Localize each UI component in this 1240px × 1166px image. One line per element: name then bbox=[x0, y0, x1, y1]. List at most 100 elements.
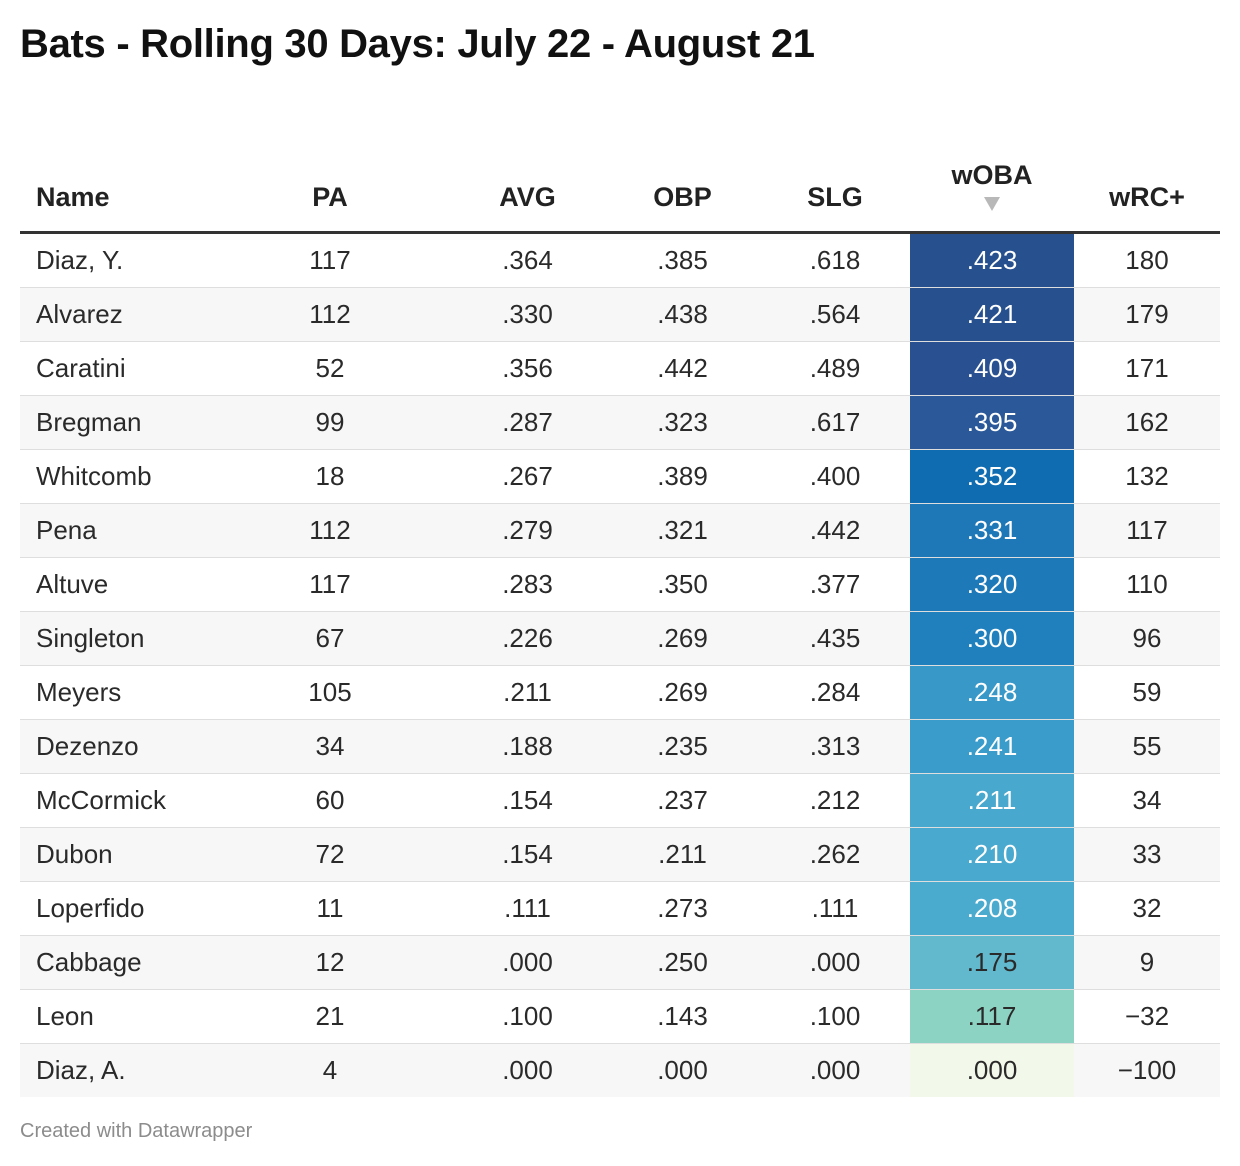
cell-pa: 34 bbox=[210, 719, 450, 774]
column-header-pa[interactable]: PA bbox=[210, 117, 450, 234]
cell-pa: 117 bbox=[210, 557, 450, 612]
table-body: Diaz, Y. 117.364.385.618.423 180 Alvarez 112… bbox=[20, 232, 1220, 1097]
cell-pa: 112 bbox=[210, 287, 450, 342]
cell-obp: .235 bbox=[605, 719, 760, 774]
cell-woba: .175 bbox=[910, 935, 1074, 990]
cell-name: McCormick bbox=[20, 773, 210, 828]
cell-avg: .000 bbox=[450, 1043, 605, 1097]
cell-wrc: 162 bbox=[1074, 395, 1220, 450]
cell-wrc: −100 bbox=[1074, 1043, 1220, 1097]
cell-woba: .211 bbox=[910, 773, 1074, 828]
cell-obp: .211 bbox=[605, 827, 760, 882]
table-row: Dezenzo 34.188.235.313.241 55 bbox=[20, 719, 1220, 774]
column-header-wrc[interactable]: wRC+ bbox=[1074, 117, 1220, 234]
cell-pa: 18 bbox=[210, 449, 450, 504]
table-row: Diaz, Y. 117.364.385.618.423 180 bbox=[20, 232, 1220, 288]
cell-obp: .438 bbox=[605, 287, 760, 342]
cell-name: Loperfido bbox=[20, 881, 210, 936]
cell-woba: .210 bbox=[910, 827, 1074, 882]
column-header-label: wOBA bbox=[951, 160, 1033, 190]
cell-woba: .208 bbox=[910, 881, 1074, 936]
cell-slg: .442 bbox=[760, 503, 910, 558]
cell-avg: .154 bbox=[450, 773, 605, 828]
cell-name: Dubon bbox=[20, 827, 210, 882]
table-row: Caratini 52.356.442.489.409 171 bbox=[20, 341, 1220, 396]
cell-slg: .617 bbox=[760, 395, 910, 450]
cell-name: Diaz, Y. bbox=[20, 232, 210, 288]
table-row: Loperfido 11.111.273.111.208 32 bbox=[20, 881, 1220, 936]
cell-obp: .350 bbox=[605, 557, 760, 612]
cell-woba: .331 bbox=[910, 503, 1074, 558]
table-row: Cabbage 12.000.250.000.175 9 bbox=[20, 935, 1220, 990]
cell-obp: .323 bbox=[605, 395, 760, 450]
column-header-slg[interactable]: SLG bbox=[760, 117, 910, 234]
cell-woba: .395 bbox=[910, 395, 1074, 450]
cell-wrc: 96 bbox=[1074, 611, 1220, 666]
cell-pa: 60 bbox=[210, 773, 450, 828]
cell-avg: .330 bbox=[450, 287, 605, 342]
cell-name: Singleton bbox=[20, 611, 210, 666]
cell-name: Pena bbox=[20, 503, 210, 558]
cell-slg: .000 bbox=[760, 935, 910, 990]
cell-pa: 117 bbox=[210, 232, 450, 288]
stats-table: Name PA AVG OBP SLG wOBA wRC+ Diaz, Y. 117.364.… bbox=[20, 117, 1220, 1097]
cell-obp: .389 bbox=[605, 449, 760, 504]
cell-obp: .143 bbox=[605, 989, 760, 1044]
cell-woba: .241 bbox=[910, 719, 1074, 774]
cell-slg: .000 bbox=[760, 1043, 910, 1097]
cell-woba: .300 bbox=[910, 611, 1074, 666]
cell-woba: .117 bbox=[910, 989, 1074, 1044]
sort-descending-icon[interactable] bbox=[984, 197, 1000, 211]
cell-pa: 52 bbox=[210, 341, 450, 396]
column-header-woba[interactable]: wOBA bbox=[910, 117, 1074, 234]
column-header-avg[interactable]: AVG bbox=[450, 117, 605, 234]
cell-wrc: 59 bbox=[1074, 665, 1220, 720]
cell-name: Altuve bbox=[20, 557, 210, 612]
table-row: Leon 21.100.143.100.117 −32 bbox=[20, 989, 1220, 1044]
cell-avg: .356 bbox=[450, 341, 605, 396]
table-row: Pena 112.279.321.442.331 117 bbox=[20, 503, 1220, 558]
cell-woba: .423 bbox=[910, 232, 1074, 288]
table-row: Alvarez 112.330.438.564.421 179 bbox=[20, 287, 1220, 342]
table-row: Meyers 105.211.269.284.248 59 bbox=[20, 665, 1220, 720]
cell-pa: 105 bbox=[210, 665, 450, 720]
column-header-name[interactable]: Name bbox=[20, 117, 210, 234]
cell-slg: .435 bbox=[760, 611, 910, 666]
cell-obp: .250 bbox=[605, 935, 760, 990]
cell-wrc: 110 bbox=[1074, 557, 1220, 612]
cell-name: Bregman bbox=[20, 395, 210, 450]
cell-obp: .321 bbox=[605, 503, 760, 558]
cell-obp: .442 bbox=[605, 341, 760, 396]
column-header-obp[interactable]: OBP bbox=[605, 117, 760, 234]
cell-wrc: 55 bbox=[1074, 719, 1220, 774]
cell-obp: .269 bbox=[605, 665, 760, 720]
cell-name: Diaz, A. bbox=[20, 1043, 210, 1097]
cell-slg: .284 bbox=[760, 665, 910, 720]
cell-avg: .000 bbox=[450, 935, 605, 990]
cell-obp: .385 bbox=[605, 232, 760, 288]
cell-avg: .279 bbox=[450, 503, 605, 558]
cell-avg: .188 bbox=[450, 719, 605, 774]
cell-wrc: 180 bbox=[1074, 232, 1220, 288]
cell-slg: .212 bbox=[760, 773, 910, 828]
table-row: Dubon 72.154.211.262.210 33 bbox=[20, 827, 1220, 882]
cell-wrc: 171 bbox=[1074, 341, 1220, 396]
cell-pa: 11 bbox=[210, 881, 450, 936]
cell-wrc: 117 bbox=[1074, 503, 1220, 558]
cell-wrc: 179 bbox=[1074, 287, 1220, 342]
cell-avg: .283 bbox=[450, 557, 605, 612]
cell-woba: .000 bbox=[910, 1043, 1074, 1097]
cell-woba: .248 bbox=[910, 665, 1074, 720]
cell-pa: 99 bbox=[210, 395, 450, 450]
cell-name: Alvarez bbox=[20, 287, 210, 342]
cell-obp: .237 bbox=[605, 773, 760, 828]
chart-title: Bats - Rolling 30 Days: July 22 - August… bbox=[20, 22, 815, 66]
cell-slg: .618 bbox=[760, 232, 910, 288]
cell-wrc: 9 bbox=[1074, 935, 1220, 990]
cell-slg: .111 bbox=[760, 881, 910, 936]
cell-woba: .320 bbox=[910, 557, 1074, 612]
cell-name: Whitcomb bbox=[20, 449, 210, 504]
cell-name: Dezenzo bbox=[20, 719, 210, 774]
cell-slg: .489 bbox=[760, 341, 910, 396]
cell-avg: .100 bbox=[450, 989, 605, 1044]
